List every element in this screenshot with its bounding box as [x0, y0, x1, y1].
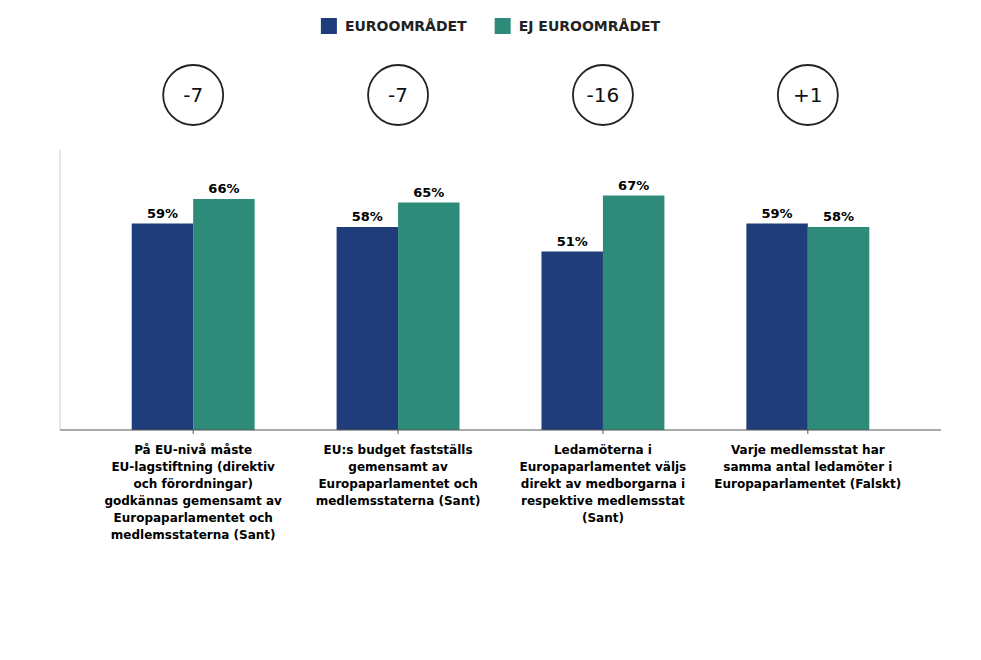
x-tick: [602, 430, 603, 434]
x-tick-label-line: EU-lagstiftning (direktiv: [111, 460, 275, 474]
x-tick-label: Varje medlemsstat har samma antal ledamöt…: [714, 443, 901, 491]
x-tick-label: På EU-nivå måste EU-lagstiftning (direkti…: [104, 443, 282, 542]
x-tick-label-line: medlemsstaterna (Sant): [111, 528, 276, 542]
x-tick-label-line: medlemsstaterna (Sant): [316, 494, 481, 508]
difference-circle: [368, 65, 428, 125]
bar: [808, 227, 869, 430]
bar: [132, 224, 193, 431]
x-tick-label-line: samma antal ledamöter i: [723, 460, 892, 474]
bar: [337, 227, 398, 430]
x-tick-label: Ledamöterna i Europaparlamentet väljs dire…: [520, 443, 687, 525]
x-tick-label-line: (Sant): [582, 511, 624, 525]
bar: [193, 199, 254, 430]
x-tick-label-line: Europaparlamentet och: [318, 477, 477, 491]
x-tick-label-line: gemensamt av: [348, 460, 448, 474]
chart-container: EUROOMRÅDET EJ EUROOMRÅDET -7 -7 -16 +1 59% 58%…: [0, 0, 981, 660]
bars: [132, 196, 870, 431]
legend-swatch: [321, 18, 337, 34]
bar: [398, 203, 459, 431]
x-tick-label-line: direkt av medborgarna i: [521, 477, 685, 491]
data-labels: 59% 58% 51% 59% 66% 65% 67% 58%: [147, 178, 854, 249]
x-tick-label-line: På EU-nivå måste: [134, 443, 252, 457]
x-tick-label-line: EU:s budget fastställs: [324, 443, 473, 457]
x-tick-label-line: Europaparlamentet (Falskt): [714, 477, 901, 491]
x-axis: På EU-nivå måste EU-lagstiftning (direkti…: [60, 430, 941, 542]
x-tick-label-line: respektive medlemsstat: [521, 494, 685, 508]
data-label: 59%: [762, 206, 793, 221]
data-label: 58%: [823, 209, 854, 224]
x-tick-label-line: Europaparlamentet väljs: [520, 460, 687, 474]
x-tick: [193, 430, 194, 434]
difference-label: -7: [183, 83, 203, 107]
x-tick: [398, 430, 399, 434]
x-tick-label: EU:s budget fastställs gemensamt av Europa…: [316, 443, 481, 508]
difference-label: +1: [793, 83, 822, 107]
x-tick-label-line: och förordningar): [133, 477, 253, 491]
legend: EUROOMRÅDET EJ EUROOMRÅDET: [321, 18, 661, 34]
bar: [541, 252, 602, 431]
differences: -7 -7 -16 +1: [163, 65, 838, 125]
data-label: 66%: [208, 181, 239, 196]
difference-label: -16: [587, 83, 620, 107]
y-axis-line: [60, 150, 61, 430]
legend-label: EJ EUROOMRÅDET: [519, 18, 661, 34]
x-tick-label-line: godkännas gemensamt av: [104, 494, 282, 508]
data-label: 59%: [147, 206, 178, 221]
difference-label: -7: [388, 83, 408, 107]
difference-circle: [163, 65, 223, 125]
data-label: 67%: [618, 178, 649, 193]
chart-svg: EUROOMRÅDET EJ EUROOMRÅDET -7 -7 -16 +1 59% 58%…: [0, 0, 981, 660]
difference-circle: [573, 65, 633, 125]
x-tick-label-line: Europaparlamentet och: [114, 511, 273, 525]
legend-swatch: [495, 18, 511, 34]
bar: [603, 196, 664, 431]
data-label: 58%: [352, 209, 383, 224]
x-axis-line: [60, 430, 941, 431]
data-label: 65%: [413, 185, 444, 200]
bar: [746, 224, 807, 431]
legend-label: EUROOMRÅDET: [345, 18, 467, 34]
x-tick-label-line: Varje medlemsstat har: [731, 443, 885, 457]
data-label: 51%: [557, 234, 588, 249]
x-tick-label-line: Ledamöterna i: [554, 443, 652, 457]
difference-circle: [778, 65, 838, 125]
x-tick: [807, 430, 808, 434]
